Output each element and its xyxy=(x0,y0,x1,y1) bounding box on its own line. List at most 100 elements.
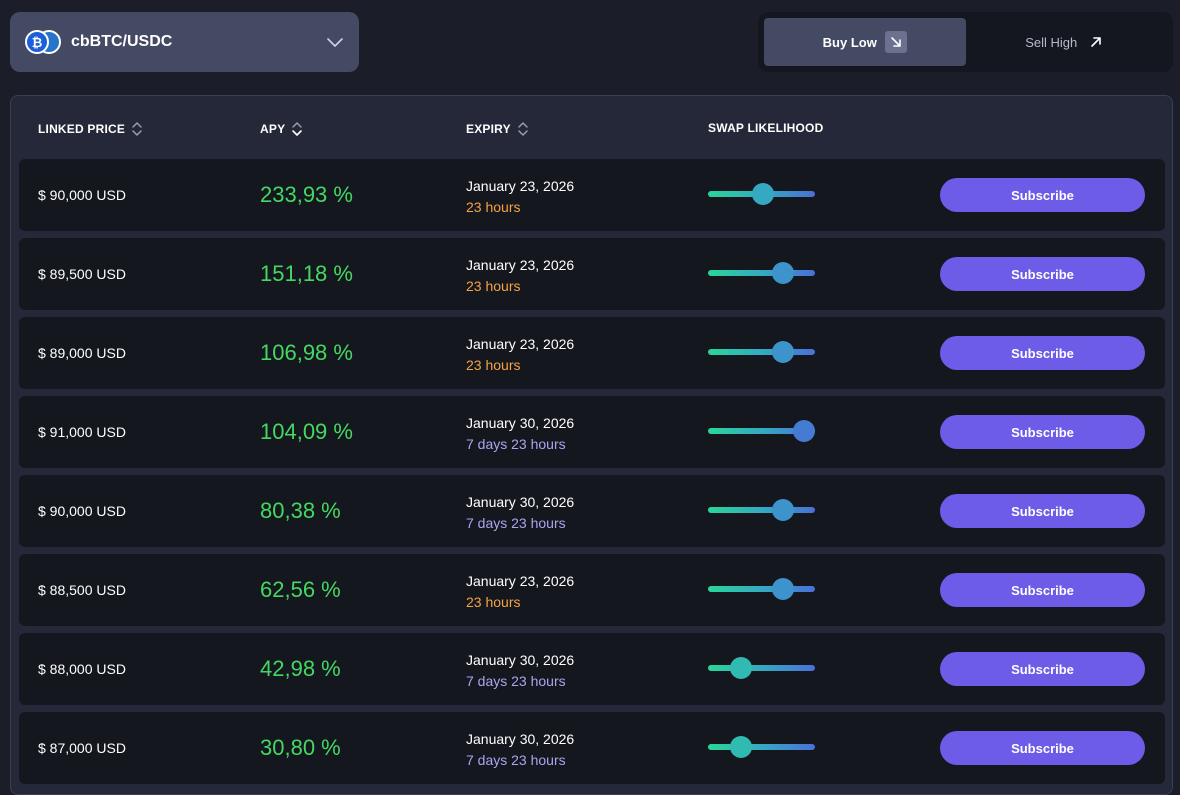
swap-likelihood-meter xyxy=(708,554,815,626)
expiry-cell: January 23, 2026 23 hours xyxy=(466,571,574,612)
offers-table: LINKED PRICE APY EXPIRY SWAP LIKELIHOOD … xyxy=(10,95,1173,795)
buy-low-label: Buy Low xyxy=(822,34,877,50)
table-row: $ 89,500 USD 151,18 % January 23, 2026 2… xyxy=(19,238,1165,310)
apy-value: 104,09 % xyxy=(260,419,353,444)
subscribe-button[interactable]: Subscribe xyxy=(940,415,1145,449)
buy-low-button[interactable]: Buy Low xyxy=(764,18,966,66)
apy-value: 233,93 % xyxy=(260,182,353,207)
header-label: SWAP LIKELIHOOD xyxy=(708,121,824,135)
subscribe-button[interactable]: Subscribe xyxy=(940,178,1145,212)
expiry-cell: January 30, 2026 7 days 23 hours xyxy=(466,413,574,454)
subscribe-button[interactable]: Subscribe xyxy=(940,336,1145,370)
likelihood-knob xyxy=(730,736,753,758)
likelihood-knob xyxy=(793,420,816,442)
linked-price: $ 87,000 USD xyxy=(38,740,126,756)
apy-value: 30,80 % xyxy=(260,735,341,760)
sort-icon xyxy=(518,122,528,136)
header-label: EXPIRY xyxy=(466,122,511,136)
table-header: LINKED PRICE APY EXPIRY SWAP LIKELIHOOD xyxy=(11,96,1172,160)
likelihood-track xyxy=(708,349,815,355)
likelihood-track xyxy=(708,586,815,592)
swap-likelihood-meter xyxy=(708,633,815,705)
expiry-date: January 30, 2026 xyxy=(466,494,575,510)
likelihood-knob xyxy=(771,262,794,284)
bitcoin-icon: ₿ xyxy=(25,30,49,54)
subscribe-button[interactable]: Subscribe xyxy=(940,573,1145,607)
expiry-date: January 23, 2026 xyxy=(466,336,575,352)
expiry-remaining: 7 days 23 hours xyxy=(466,436,566,452)
subscribe-button[interactable]: Subscribe xyxy=(940,494,1145,528)
apy-value: 42,98 % xyxy=(260,656,341,681)
likelihood-track xyxy=(708,665,815,671)
linked-price: $ 91,000 USD xyxy=(38,424,126,440)
swap-likelihood-meter xyxy=(708,712,815,784)
expiry-cell: January 23, 2026 23 hours xyxy=(466,255,574,296)
swap-likelihood-meter xyxy=(708,238,815,310)
expiry-cell: January 23, 2026 23 hours xyxy=(466,176,574,217)
likelihood-knob xyxy=(771,578,794,600)
table-row: $ 89,000 USD 106,98 % January 23, 2026 2… xyxy=(19,317,1165,389)
chevron-down-icon[interactable] xyxy=(326,33,344,51)
table-row: $ 87,000 USD 30,80 % January 30, 2026 7 … xyxy=(19,712,1165,784)
apy-value: 151,18 % xyxy=(260,261,353,286)
table-row: $ 88,000 USD 42,98 % January 30, 2026 7 … xyxy=(19,633,1165,705)
table-row: $ 90,000 USD 233,93 % January 23, 2026 2… xyxy=(19,159,1165,231)
linked-price: $ 90,000 USD xyxy=(38,187,126,203)
likelihood-track xyxy=(708,428,815,434)
swap-likelihood-meter xyxy=(708,396,816,468)
expiry-date: January 30, 2026 xyxy=(466,652,575,668)
swap-likelihood-meter xyxy=(708,159,815,231)
expiry-date: January 30, 2026 xyxy=(466,731,575,747)
apy-value: 62,56 % xyxy=(260,577,341,602)
subscribe-button[interactable]: Subscribe xyxy=(940,731,1145,765)
likelihood-track xyxy=(708,507,815,513)
linked-price: $ 88,500 USD xyxy=(38,582,126,598)
sell-high-label: Sell High xyxy=(1025,34,1078,50)
expiry-date: January 30, 2026 xyxy=(466,415,575,431)
expiry-remaining: 23 hours xyxy=(466,199,521,215)
likelihood-knob xyxy=(751,183,774,205)
pair-label: cbBTC/USDC xyxy=(71,33,173,50)
expiry-date: January 23, 2026 xyxy=(466,178,575,194)
pair-selector[interactable]: ₿ cbBTC/USDC xyxy=(10,12,359,72)
header-apy[interactable]: APY xyxy=(260,121,303,137)
expiry-cell: January 30, 2026 7 days 23 hours xyxy=(466,492,574,533)
header-swap-likelihood: SWAP LIKELIHOOD xyxy=(708,121,823,135)
sort-icon xyxy=(292,122,303,136)
table-row: $ 91,000 USD 104,09 % January 30, 2026 7… xyxy=(19,396,1165,468)
mode-toggle: Buy Low Sell High xyxy=(758,12,1173,72)
swap-likelihood-meter xyxy=(708,317,815,389)
sort-icon xyxy=(132,122,142,136)
likelihood-knob xyxy=(771,499,794,521)
subscribe-button[interactable]: Subscribe xyxy=(940,257,1145,291)
apy-value: 106,98 % xyxy=(260,340,353,365)
header-expiry[interactable]: EXPIRY xyxy=(466,121,529,137)
header-label: LINKED PRICE xyxy=(38,122,126,136)
arrow-up-right-icon xyxy=(1085,31,1107,53)
linked-price: $ 88,000 USD xyxy=(38,661,126,677)
coin-icons: ₿ xyxy=(25,30,61,54)
arrow-down-right-icon xyxy=(884,31,907,53)
header-label: APY xyxy=(260,122,286,136)
likelihood-track xyxy=(708,744,815,750)
expiry-remaining: 23 hours xyxy=(466,594,521,610)
subscribe-button[interactable]: Subscribe xyxy=(940,652,1145,686)
expiry-remaining: 23 hours xyxy=(466,357,521,373)
expiry-remaining: 7 days 23 hours xyxy=(466,673,566,689)
expiry-remaining: 23 hours xyxy=(466,278,521,294)
sell-high-button[interactable]: Sell High xyxy=(966,18,1168,66)
expiry-cell: January 30, 2026 7 days 23 hours xyxy=(466,650,574,691)
likelihood-track xyxy=(708,270,815,276)
apy-value: 80,38 % xyxy=(260,498,341,523)
header-linked-price[interactable]: LINKED PRICE xyxy=(38,121,143,137)
expiry-remaining: 7 days 23 hours xyxy=(466,752,566,768)
likelihood-knob xyxy=(771,341,794,363)
linked-price: $ 90,000 USD xyxy=(38,503,126,519)
expiry-date: January 23, 2026 xyxy=(466,257,575,273)
expiry-date: January 23, 2026 xyxy=(466,573,575,589)
expiry-cell: January 30, 2026 7 days 23 hours xyxy=(466,729,574,770)
table-row: $ 90,000 USD 80,38 % January 30, 2026 7 … xyxy=(19,475,1165,547)
expiry-cell: January 23, 2026 23 hours xyxy=(466,334,574,375)
swap-likelihood-meter xyxy=(708,475,815,547)
linked-price: $ 89,000 USD xyxy=(38,345,126,361)
